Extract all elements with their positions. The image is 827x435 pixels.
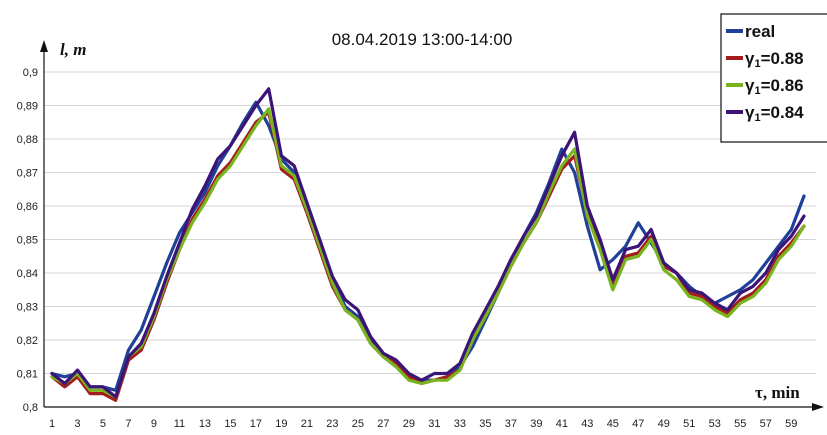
series-line	[50, 107, 806, 399]
x-tick-label: 33	[454, 418, 466, 430]
y-tick-label: 0,8	[23, 402, 38, 414]
x-tick-label: 45	[607, 418, 619, 430]
series-line	[50, 110, 806, 402]
x-tick-label: 19	[275, 418, 287, 430]
x-axis-arrow	[812, 403, 824, 411]
x-tick-label: 11	[174, 418, 185, 430]
y-tick-label: 0,86	[17, 201, 38, 213]
x-tick-label: 1	[49, 418, 55, 430]
y-tick-label: 0,82	[17, 335, 38, 347]
legend-box	[720, 13, 827, 143]
legend-label: γ1=0.86	[745, 76, 804, 97]
x-tick-label: 39	[530, 418, 542, 430]
x-tick-label: 17	[250, 418, 262, 430]
x-tick-label: 41	[556, 418, 568, 430]
x-tick-label: 57	[760, 418, 772, 430]
series-line	[50, 100, 806, 392]
x-tick-label: 43	[581, 418, 593, 430]
y-tick-label: 0,88	[17, 134, 38, 146]
x-tick-label: 13	[199, 418, 211, 430]
x-tick-label: 47	[632, 418, 644, 430]
x-tick-label: 51	[683, 418, 695, 430]
x-tick-label: 53	[709, 418, 721, 430]
x-tick-label: 5	[100, 418, 106, 430]
x-tick-label: 29	[403, 418, 415, 430]
x-axis-label: τ, min	[755, 383, 800, 402]
chart-title: 08.04.2019 13:00-14:00	[332, 30, 513, 49]
x-tick-label: 7	[125, 418, 131, 430]
x-tick-label: 15	[224, 418, 236, 430]
x-tick-label: 59	[785, 418, 797, 430]
y-tick-labels: 0,8 0,81 0,82 0,83 0,84 0,85 0,86 0,87 0,88 0,89 0…	[17, 67, 38, 414]
x-tick-label: 23	[326, 418, 338, 430]
x-tick-label: 35	[479, 418, 491, 430]
axes	[40, 40, 824, 411]
y-tick-label: 0,87	[17, 168, 38, 180]
legend-label: γ1=0.88	[745, 49, 804, 70]
y-tick-label: 0,81	[17, 369, 38, 381]
y-axis-arrow	[40, 40, 48, 52]
x-tick-label: 49	[658, 418, 670, 430]
series-line	[50, 87, 806, 399]
x-tick-label: 55	[734, 418, 746, 430]
x-tick-label: 27	[377, 418, 389, 430]
gridlines	[44, 71, 816, 374]
y-tick-label: 0,9	[23, 67, 38, 79]
series-lines	[50, 87, 806, 402]
legend: real γ1=0.88 γ1=0.86 γ1=0.84	[720, 13, 827, 143]
x-tick-label: 25	[352, 418, 364, 430]
x-tick-label: 3	[74, 418, 80, 430]
x-tick-labels: 1 3 5 7 9 11 13 15 17 19 21 23 25 27 29 31 33 35 37 39 41 43 4…	[49, 418, 797, 430]
y-tick-label: 0,83	[17, 302, 38, 314]
legend-label: γ1=0.84	[745, 103, 804, 124]
x-tick-label: 37	[505, 418, 517, 430]
x-tick-label: 31	[428, 418, 440, 430]
y-tick-label: 0,84	[17, 268, 38, 280]
y-tick-label: 0,85	[17, 235, 38, 247]
x-tick-label: 21	[301, 418, 313, 430]
legend-label: real	[745, 22, 775, 41]
y-tick-label: 0,89	[17, 101, 38, 113]
x-tick-label: 9	[151, 418, 157, 430]
y-axis-label: l, m	[60, 40, 86, 59]
